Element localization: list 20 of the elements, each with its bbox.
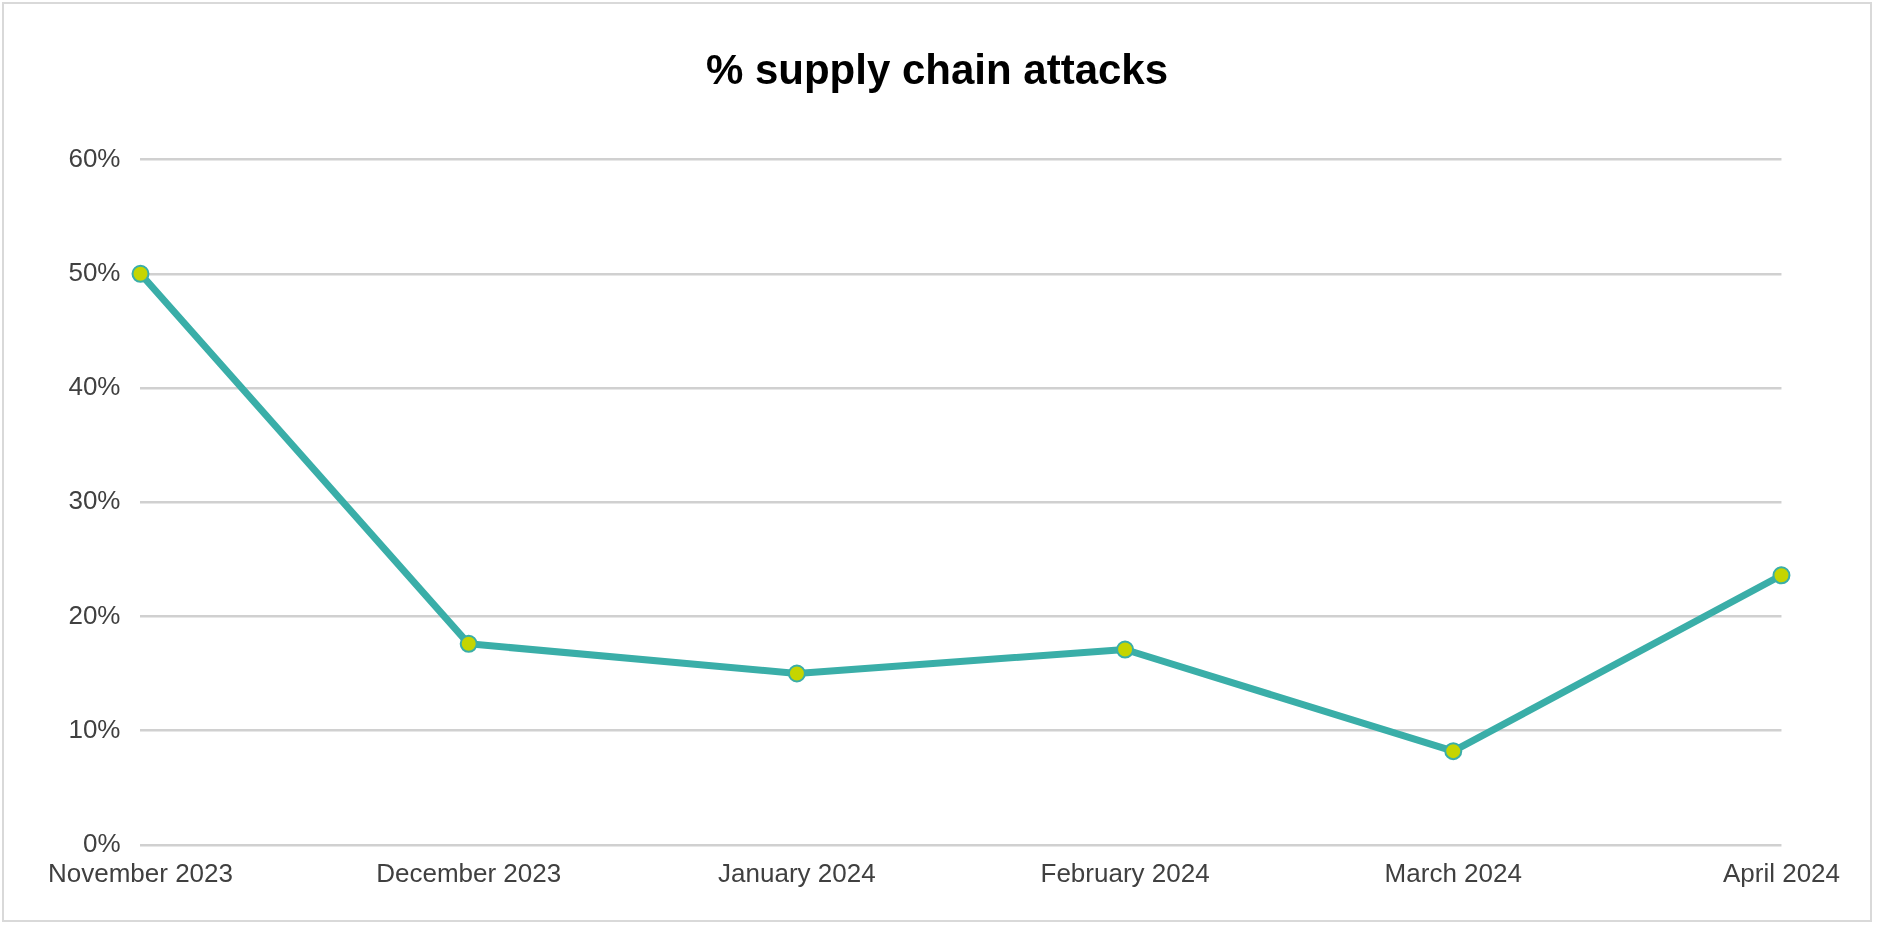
x-tick-label: November 2023 (48, 857, 233, 888)
x-tick-label: January 2024 (718, 857, 876, 888)
point (131, 264, 150, 283)
x-tick-label: March 2024 (1384, 857, 1522, 888)
y-tick-label: 0% (82, 827, 121, 858)
point (1444, 742, 1463, 761)
y-tick-label: 10% (68, 713, 121, 744)
y-tick-label: 20% (68, 599, 121, 630)
x-tick-label: February 2024 (1040, 857, 1210, 888)
y-tick-label: 30% (68, 485, 121, 516)
point (1772, 566, 1791, 585)
y-tick-label: 60% (68, 142, 121, 173)
point (787, 664, 806, 683)
point (1116, 640, 1135, 659)
y-tick-label: 40% (68, 371, 121, 402)
point (459, 634, 478, 653)
chart-title: % supply chain attacks (704, 46, 1170, 94)
x-tick-label: April 2024 (1722, 857, 1840, 888)
x-tick-label: December 2023 (376, 857, 562, 888)
y-tick-label: 50% (68, 256, 121, 287)
